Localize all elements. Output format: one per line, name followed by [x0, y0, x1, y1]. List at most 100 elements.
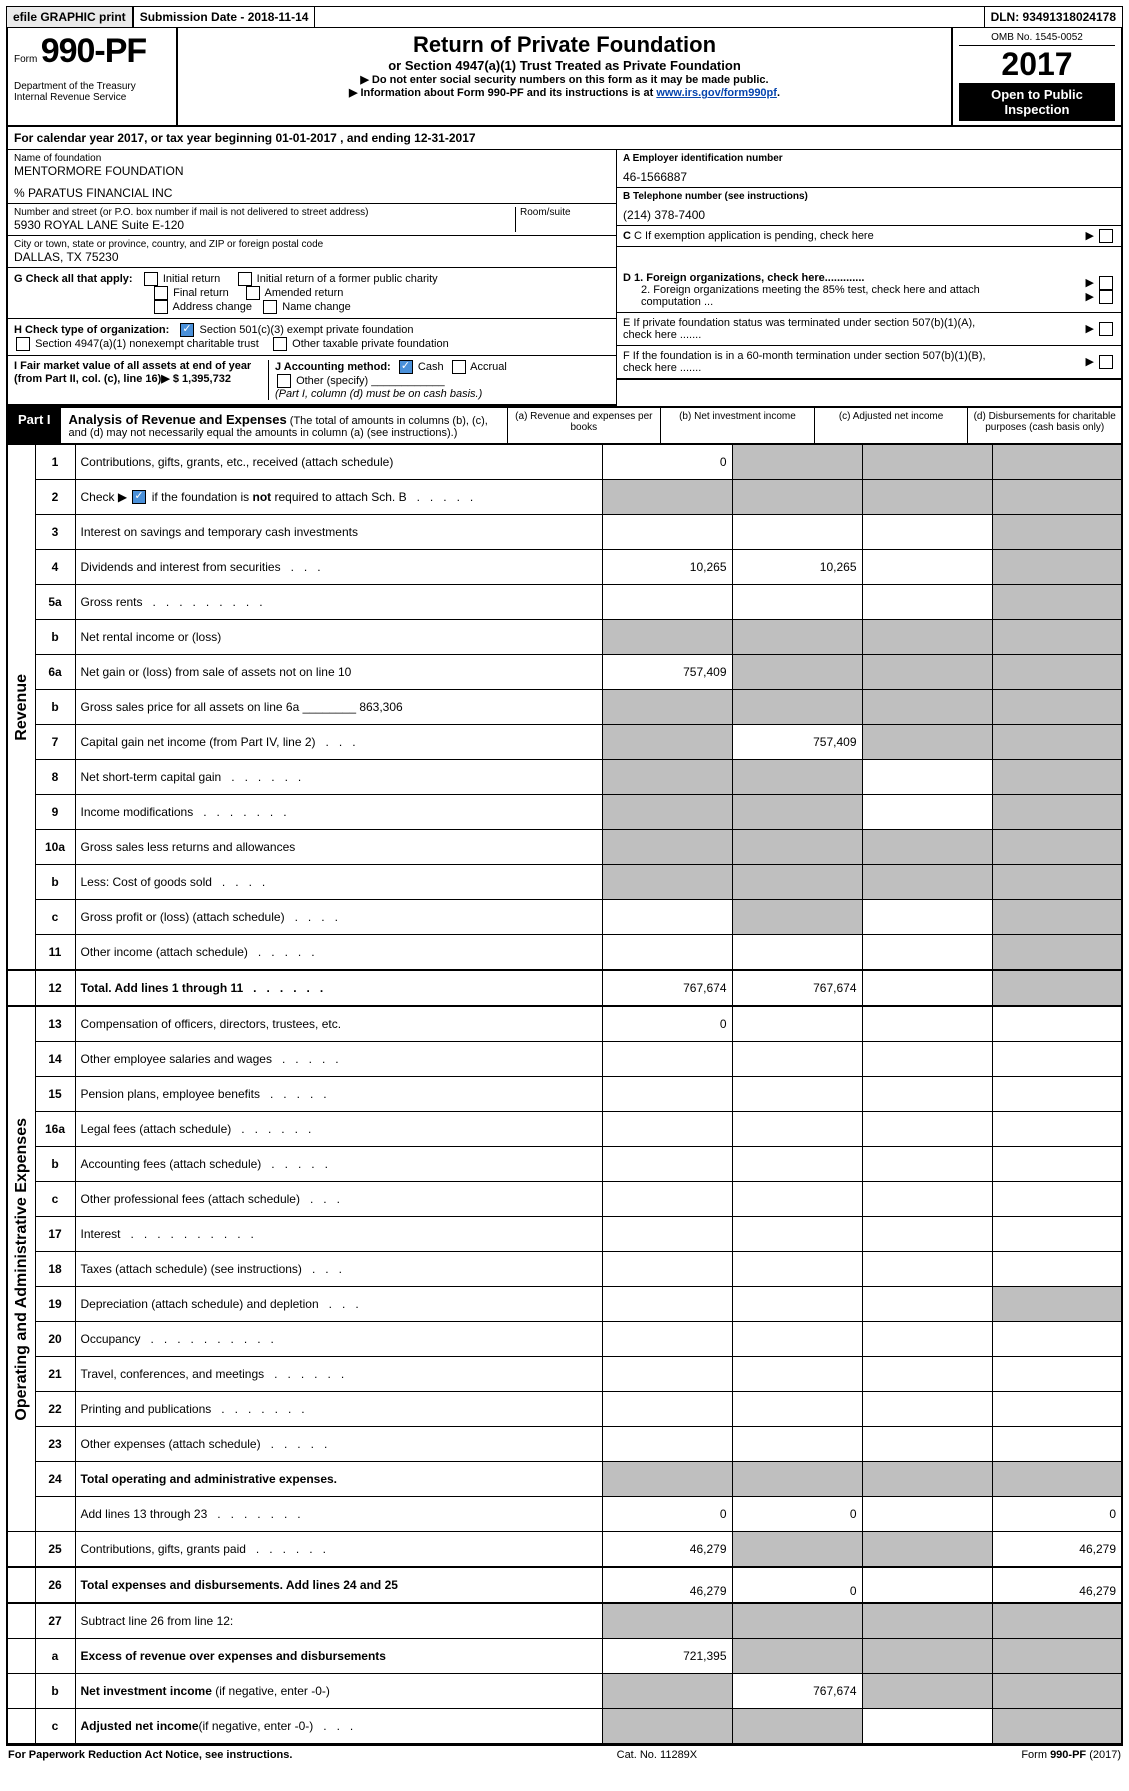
i-value: $ 1,395,732 — [173, 373, 231, 385]
city-state-zip: DALLAS, TX 75230 — [14, 250, 610, 264]
table-row: 15Pension plans, employee benefits . . .… — [7, 1077, 1122, 1112]
f-checkbox[interactable] — [1099, 355, 1113, 369]
table-row: 12Total. Add lines 1 through 11 . . . . … — [7, 970, 1122, 1006]
footer-left: For Paperwork Reduction Act Notice, see … — [8, 1749, 292, 1761]
table-row: 19Depreciation (attach schedule) and dep… — [7, 1287, 1122, 1322]
irs-link[interactable]: www.irs.gov/form990pf — [656, 87, 777, 99]
table-row: 11Other income (attach schedule) . . . .… — [7, 935, 1122, 971]
table-row: 7Capital gain net income (from Part IV, … — [7, 725, 1122, 760]
tax-year: 2017 — [959, 46, 1115, 83]
form-prefix: Form — [14, 54, 37, 65]
table-row: 2Check ▶ if the foundation is not requir… — [7, 480, 1122, 515]
instruction-2: ▶ Information about Form 990-PF and its … — [184, 86, 945, 99]
irs-line: Internal Revenue Service — [14, 92, 170, 103]
table-row: 26Total expenses and disbursements. Add … — [7, 1567, 1122, 1603]
table-row: 10aGross sales less returns and allowanc… — [7, 830, 1122, 865]
dept-treasury: Department of the Treasury — [14, 81, 170, 92]
d1-checkbox[interactable] — [1099, 276, 1113, 290]
omb-number: OMB No. 1545-0052 — [959, 32, 1115, 46]
table-row: cAdjusted net income(if negative, enter … — [7, 1709, 1122, 1745]
name-label: Name of foundation — [14, 153, 610, 164]
footer-mid: Cat. No. 11289X — [617, 1749, 698, 1761]
table-row: bLess: Cost of goods sold . . . . — [7, 865, 1122, 900]
table-row: Revenue 1Contributions, gifts, grants, e… — [7, 444, 1122, 480]
h-section: H Check type of organization: Section 50… — [8, 319, 616, 356]
table-row: 5aGross rents . . . . . . . . . — [7, 585, 1122, 620]
table-row: 21Travel, conferences, and meetings . . … — [7, 1357, 1122, 1392]
g-initial-return[interactable] — [144, 272, 158, 286]
f-section: F If the foundation is in a 60-month ter… — [617, 346, 1121, 380]
col-d-header: (d) Disbursements for charitable purpose… — [967, 408, 1121, 443]
table-row: 18Taxes (attach schedule) (see instructi… — [7, 1252, 1122, 1287]
phone-label: B Telephone number (see instructions) — [623, 191, 1115, 202]
footer: For Paperwork Reduction Act Notice, see … — [6, 1745, 1123, 1764]
form-subtitle: or Section 4947(a)(1) Trust Treated as P… — [184, 58, 945, 73]
table-row: cOther professional fees (attach schedul… — [7, 1182, 1122, 1217]
table-row: 16aLegal fees (attach schedule) . . . . … — [7, 1112, 1122, 1147]
phone-value: (214) 378-7400 — [623, 208, 1115, 222]
ein-value: 46-1566887 — [623, 170, 1115, 184]
entity-block: Name of foundation MENTORMORE FOUNDATION… — [6, 150, 1123, 268]
dln: DLN: 93491318024178 — [984, 6, 1123, 28]
revenue-vlabel: Revenue — [13, 674, 31, 741]
table-row: 4Dividends and interest from securities … — [7, 550, 1122, 585]
part1-title: Analysis of Revenue and Expenses — [69, 412, 287, 427]
room-label: Room/suite — [520, 207, 610, 218]
efile-button[interactable]: efile GRAPHIC print — [6, 6, 133, 28]
table-row: 6aNet gain or (loss) from sale of assets… — [7, 655, 1122, 690]
table-row: 17Interest . . . . . . . . . . — [7, 1217, 1122, 1252]
care-of: % PARATUS FINANCIAL INC — [14, 186, 610, 200]
part1-tag: Part I — [8, 408, 61, 443]
d-section: D 1. Foreign organizations, check here..… — [617, 268, 1121, 313]
addr-label: Number and street (or P.O. box number if… — [14, 207, 515, 218]
g-initial-former[interactable] — [238, 272, 252, 286]
form-title: Return of Private Foundation — [184, 32, 945, 58]
form-header: Form 990-PF Department of the Treasury I… — [6, 28, 1123, 127]
j-label: J Accounting method: — [275, 361, 391, 373]
d2-checkbox[interactable] — [1099, 290, 1113, 304]
table-row: 23Other expenses (attach schedule) . . .… — [7, 1427, 1122, 1462]
table-row: bNet investment income (if negative, ent… — [7, 1674, 1122, 1709]
table-row: bNet rental income or (loss) — [7, 620, 1122, 655]
e-checkbox[interactable] — [1099, 322, 1113, 336]
table-row: Add lines 13 through 23 . . . . . . .000 — [7, 1497, 1122, 1532]
g-name-change[interactable] — [263, 300, 277, 314]
c-checkbox[interactable] — [1099, 229, 1113, 243]
part1-table: Revenue 1Contributions, gifts, grants, e… — [6, 443, 1123, 1745]
h-501c3[interactable] — [180, 323, 194, 337]
g-address-change[interactable] — [154, 300, 168, 314]
street-address: 5930 ROYAL LANE Suite E-120 — [14, 218, 515, 232]
submission-date: Submission Date - 2018-11-14 — [133, 6, 316, 28]
h-other-taxable[interactable] — [273, 337, 287, 351]
footer-right: Form 990-PF (2017) — [1021, 1749, 1121, 1761]
j-accrual[interactable] — [452, 360, 466, 374]
ein-label: A Employer identification number — [623, 153, 1115, 164]
part1-header: Part I Analysis of Revenue and Expenses … — [6, 406, 1123, 443]
e-section: E If private foundation status was termi… — [617, 313, 1121, 346]
table-row: aExcess of revenue over expenses and dis… — [7, 1639, 1122, 1674]
j-note: (Part I, column (d) must be on cash basi… — [275, 388, 482, 400]
table-row: cGross profit or (loss) (attach schedule… — [7, 900, 1122, 935]
col-b-header: (b) Net investment income — [660, 408, 814, 443]
open-to-public: Open to Public Inspection — [959, 83, 1115, 121]
table-row: 3Interest on savings and temporary cash … — [7, 515, 1122, 550]
entity-lower: G Check all that apply: Initial return I… — [6, 268, 1123, 406]
table-row: 20Occupancy . . . . . . . . . . — [7, 1322, 1122, 1357]
col-c-header: (c) Adjusted net income — [814, 408, 968, 443]
c-label: C C If exemption application is pending,… — [623, 230, 874, 242]
g-amended[interactable] — [246, 286, 260, 300]
g-final-return[interactable] — [154, 286, 168, 300]
table-row: 22Printing and publications . . . . . . … — [7, 1392, 1122, 1427]
table-row: 27Subtract line 26 from line 12: — [7, 1603, 1122, 1639]
g-section: G Check all that apply: Initial return I… — [8, 268, 616, 319]
table-row: 24Total operating and administrative exp… — [7, 1462, 1122, 1497]
calendar-year-row: For calendar year 2017, or tax year begi… — [6, 127, 1123, 150]
table-row: 14Other employee salaries and wages . . … — [7, 1042, 1122, 1077]
j-other[interactable] — [277, 374, 291, 388]
j-cash[interactable] — [399, 360, 413, 374]
table-row: bGross sales price for all assets on lin… — [7, 690, 1122, 725]
table-row: bAccounting fees (attach schedule) . . .… — [7, 1147, 1122, 1182]
h-4947[interactable] — [16, 337, 30, 351]
schB-checkbox[interactable] — [132, 490, 146, 504]
table-row: 9Income modifications . . . . . . . — [7, 795, 1122, 830]
